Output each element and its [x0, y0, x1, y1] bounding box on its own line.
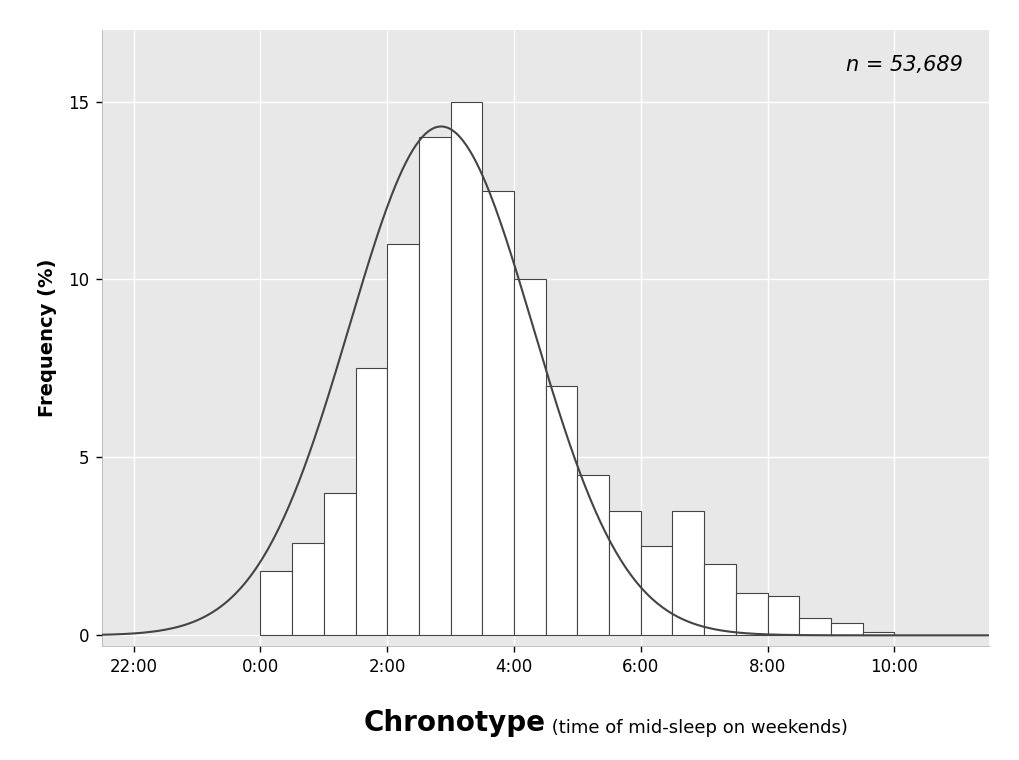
Bar	[799, 618, 830, 635]
Bar	[356, 369, 387, 635]
Text: Chronotype: Chronotype	[364, 709, 545, 737]
Bar	[862, 632, 894, 635]
Bar	[291, 543, 323, 635]
Bar	[577, 475, 608, 635]
Bar	[387, 244, 419, 635]
Bar	[766, 596, 799, 635]
Bar	[735, 593, 766, 635]
Bar	[545, 386, 577, 635]
Text: (time of mid-sleep on weekends): (time of mid-sleep on weekends)	[545, 719, 847, 737]
Bar	[482, 191, 514, 635]
Bar	[703, 564, 735, 635]
Bar	[672, 511, 703, 635]
Text: n = 53,689: n = 53,689	[845, 55, 962, 75]
Y-axis label: Frequency (%): Frequency (%)	[39, 259, 57, 417]
Bar	[323, 493, 356, 635]
Bar	[260, 572, 291, 635]
Bar	[514, 280, 545, 635]
Bar	[450, 102, 482, 635]
Bar	[640, 546, 672, 635]
Bar	[419, 137, 450, 635]
Bar	[830, 623, 862, 635]
Bar	[608, 511, 640, 635]
